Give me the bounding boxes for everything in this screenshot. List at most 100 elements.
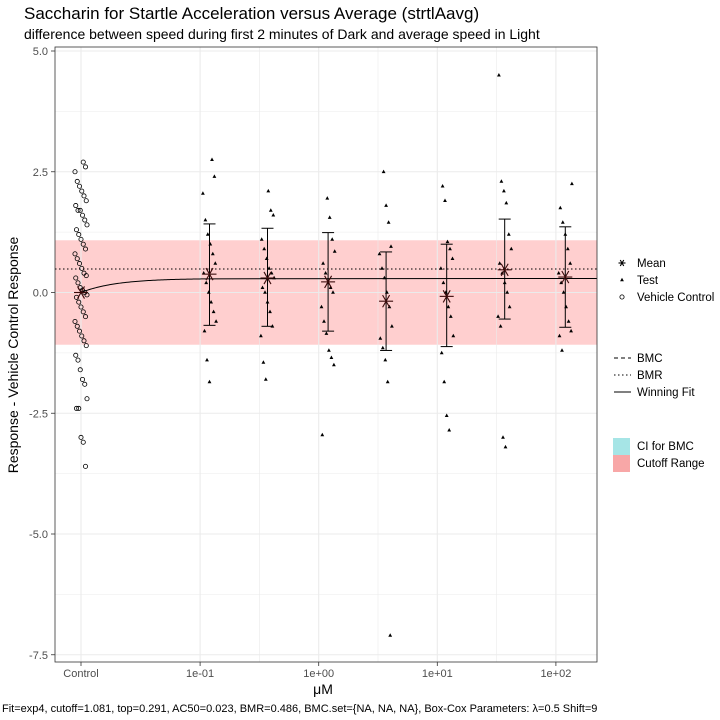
test-point (203, 217, 208, 222)
vehicle-control-point (74, 405, 80, 411)
vehicle-control-point (80, 376, 86, 382)
test-point (556, 271, 561, 275)
test-point (439, 266, 443, 270)
vehicle-control-point (83, 314, 89, 320)
vehicle-control-point (72, 318, 78, 324)
test-point (507, 304, 512, 309)
test-point (322, 319, 326, 323)
plot-panel: 5.0 2.5 0.0 -2.5 -5.0 -7.5 Control 1e-01 1e+00 1e… (29, 46, 598, 680)
test-point (447, 428, 452, 432)
test-point (497, 261, 502, 265)
vehicle-control-point (80, 159, 86, 165)
test-point (566, 319, 571, 323)
vehicle-control-point (79, 265, 85, 271)
test-point (267, 266, 271, 270)
test-point (440, 184, 445, 188)
test-point (569, 328, 573, 333)
test-point (380, 345, 385, 350)
vehicle-control-point (76, 405, 82, 411)
test-point (211, 309, 216, 314)
vehicle-control-point (73, 352, 79, 358)
y-tick-label: 2.5 (33, 167, 48, 179)
vehicle-control-point (84, 396, 90, 402)
vehicle-control-point (78, 304, 84, 310)
vehicle-control-point (80, 212, 86, 218)
vehicle-control-point (81, 338, 87, 344)
test-point (205, 357, 209, 362)
x-tick-label: Control (63, 668, 98, 680)
legend-label: Vehicle Control (637, 292, 714, 304)
test-point (385, 379, 390, 384)
y-tick-label: 5.0 (33, 46, 48, 58)
x-tick-label: 1e+02 (540, 668, 571, 680)
test-point (389, 244, 393, 248)
test-point (212, 174, 217, 178)
test-point (384, 203, 388, 207)
test-point (443, 198, 447, 202)
vehicle-control-point (78, 434, 84, 440)
test-point (386, 220, 391, 224)
chart-title: Saccharin for Startle Acceleration versu… (24, 4, 479, 23)
test-point (330, 237, 335, 241)
test-point (502, 188, 506, 193)
test-point (329, 355, 334, 359)
test-point (505, 290, 510, 294)
test-point (560, 348, 564, 352)
vehicle-control-point (80, 309, 86, 315)
vehicle-control-point (77, 207, 83, 213)
vehicle-control-point (80, 439, 86, 445)
test-point (506, 232, 511, 236)
legend-fill-key (613, 438, 630, 455)
test-point (268, 309, 272, 314)
vehicle-control-point (82, 217, 88, 223)
test-point (319, 304, 324, 309)
test-point (568, 261, 573, 265)
test-point (260, 285, 265, 289)
test-point (383, 357, 388, 362)
test-point (560, 220, 565, 224)
vehicle-control-point (73, 203, 79, 209)
mean-point (321, 275, 336, 289)
vehicle-control-point (76, 232, 82, 238)
vehicle-control-point (83, 343, 89, 349)
x-tick-label: 1e+01 (422, 668, 453, 680)
vehicle-control-point (77, 367, 83, 373)
vehicle-control-point (75, 280, 81, 286)
test-point (570, 181, 574, 186)
test-point (259, 237, 264, 241)
vehicle-control-point (74, 256, 80, 262)
mean-point (439, 290, 454, 303)
test-point (451, 333, 456, 338)
vehicle-control-point (72, 169, 78, 175)
test-point (205, 232, 210, 236)
legend-mean-key (618, 259, 626, 267)
mean-point (74, 286, 88, 299)
test-point (499, 179, 504, 183)
legend-label: Test (637, 275, 659, 287)
test-point (445, 239, 450, 244)
vehicle-control-point (79, 188, 85, 194)
test-point (561, 290, 566, 294)
test-point (557, 333, 562, 338)
mean-point (558, 270, 573, 284)
vehicle-control-point (76, 299, 82, 305)
vehicle-control-point (78, 236, 84, 242)
footer-note: Fit=exp4, cutoff=1.081, top=0.291, AC50=… (2, 703, 597, 715)
test-point (439, 350, 444, 355)
test-point (321, 261, 325, 265)
vehicle-control-point (83, 198, 89, 204)
test-point (210, 157, 214, 161)
test-point (377, 251, 382, 256)
vehicle-control-point (83, 273, 89, 279)
test-point (325, 196, 330, 200)
test-point (266, 188, 271, 193)
vehicle-control-point (77, 183, 83, 189)
test-point (201, 191, 205, 195)
test-point (327, 348, 331, 352)
legend-label: CI for BMC (637, 441, 694, 453)
legend-fill-key (613, 455, 630, 472)
vehicle-control-point (77, 261, 83, 267)
test-point (496, 314, 500, 318)
test-point (497, 73, 501, 77)
mean-point (497, 263, 512, 277)
